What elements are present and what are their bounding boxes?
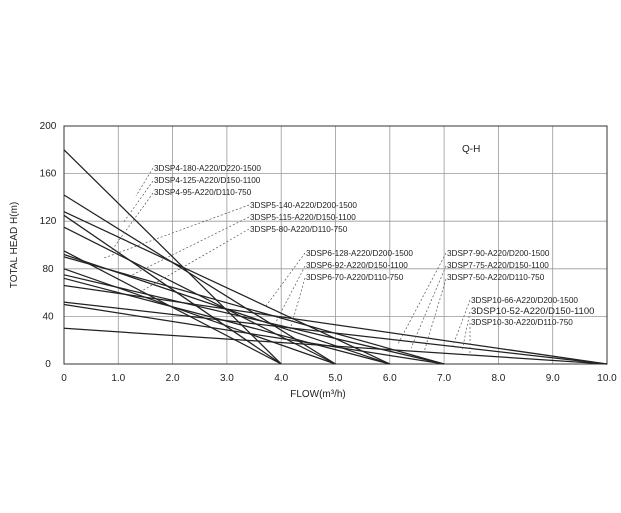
series-line (63, 149, 282, 365)
series-label: 3DSP4-95-A220/D110-750 (154, 188, 252, 197)
series-line (63, 327, 608, 365)
x-tick-label: 1.0 (111, 373, 125, 384)
series-label: 3DSP10-52-A220/D150-1100 (471, 306, 594, 317)
y-axis-label: TOTAL HEAD H(m) (9, 202, 20, 288)
series-label-leader (451, 299, 471, 349)
series-label: 3DSP6-128-A220/D200-1500 (306, 249, 413, 258)
series-labels: 3DSP4-180-A220/D220-1500 3DSP4-125-A220/D… (103, 164, 594, 355)
y-tick-label: 40 (42, 311, 54, 322)
series-label: 3DSP6-70-A220/D110-750 (306, 273, 404, 282)
series-label-leader (135, 167, 154, 197)
series-label-leader (289, 277, 306, 331)
y-tick-label: 160 (40, 169, 57, 180)
series-label: 3DSP7-90-A220/D200-1500 (447, 249, 550, 258)
x-tick-label: 4.0 (274, 373, 288, 384)
series-line (63, 214, 282, 365)
x-tick-label: 0 (61, 373, 67, 384)
series-label: 3DSP4-125-A220/D150-1100 (154, 176, 261, 185)
series-label-leader (122, 180, 154, 224)
series-line (63, 284, 608, 365)
series-label-leader (139, 228, 250, 293)
y-tick-label: 80 (42, 264, 54, 275)
x-tick-label: 10.0 (597, 373, 617, 384)
y-tick-label: 0 (45, 359, 51, 370)
series-label-leader (275, 265, 306, 323)
x-tick-label: 5.0 (329, 373, 343, 384)
x-tick-label: 2.0 (166, 373, 180, 384)
series-label: 3DSP7-75-A220/D150-1100 (447, 261, 549, 270)
x-tick-label: 8.0 (491, 373, 505, 384)
x-tick-label: 7.0 (437, 373, 451, 384)
chart-title: Q-H (462, 144, 480, 155)
series-lines (63, 149, 608, 365)
series-label: 3DSP4-180-A220/D220-1500 (154, 164, 261, 173)
series-label: 3DSP5-140-A220/D200-1500 (250, 201, 357, 210)
series-label: 3DSP10-66-A220/D200-1500 (471, 296, 578, 305)
series-label-leader (461, 311, 471, 352)
x-tick-label: 3.0 (220, 373, 234, 384)
series-label-leader (397, 252, 447, 345)
series-label-leader (265, 252, 306, 307)
x-tick-label: 9.0 (546, 373, 560, 384)
x-tick-label: 6.0 (383, 373, 397, 384)
series-label: 3DSP7-50-A220/D110-750 (447, 273, 545, 282)
x-axis-label: FLOW(m³/h) (290, 389, 346, 400)
series-label-leader (410, 265, 447, 349)
series-label: 3DSP5-80-A220/D110-750 (250, 225, 348, 234)
series-line (63, 301, 608, 365)
series-line (63, 194, 336, 365)
series-line (63, 274, 445, 365)
y-tick-label: 120 (40, 216, 57, 227)
series-label: 3DSP5-115-A220/D150-1100 (250, 213, 356, 222)
series-label: 3DSP10-30-A220/D110-750 (471, 318, 573, 327)
series-line (63, 268, 336, 365)
series-label-leader (423, 278, 447, 353)
series-line (63, 303, 445, 365)
series-label-leader (103, 204, 250, 259)
series-label: 3DSP6-92-A220/D150-1100 (306, 261, 408, 270)
y-tick-label: 200 (40, 121, 57, 132)
series-line (63, 256, 445, 365)
